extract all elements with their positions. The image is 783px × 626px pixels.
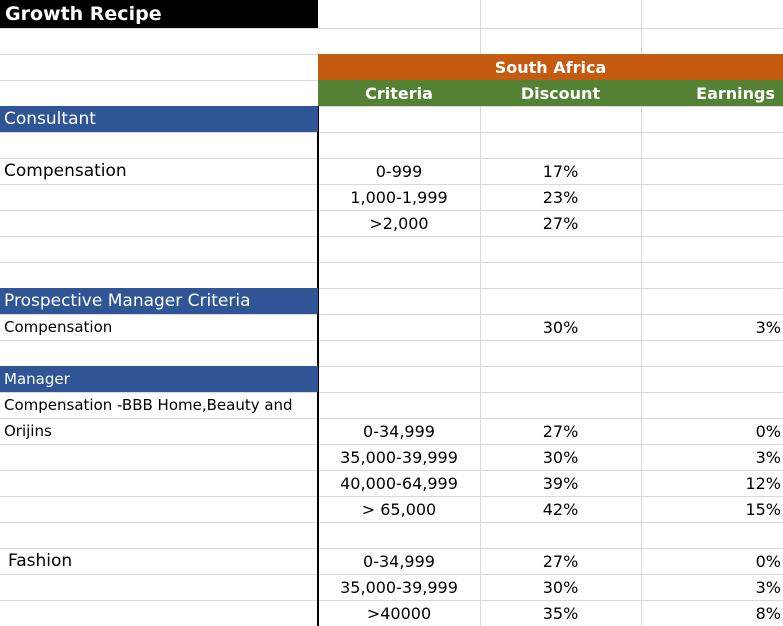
grid-row-line <box>0 106 783 107</box>
earnings-header[interactable]: Earnings <box>696 83 775 103</box>
grid-row-line <box>0 392 783 393</box>
manager-discount-4[interactable]: 42% <box>542 499 579 519</box>
fashion-criteria-1[interactable]: 0-34,999 <box>363 551 435 571</box>
manager-criteria-3[interactable]: 40,000-64,999 <box>340 473 458 493</box>
grid-row-line <box>0 288 783 289</box>
grid-row-line <box>0 28 783 29</box>
fashion-discount-2[interactable]: 30% <box>542 577 579 597</box>
grid-row-line <box>0 314 783 315</box>
fashion-criteria-2[interactable]: 35,000-39,999 <box>340 577 458 597</box>
fashion-earnings-1[interactable]: 0% <box>755 551 781 571</box>
manager-earnings-3[interactable]: 12% <box>745 473 781 493</box>
manager-discount-3[interactable]: 39% <box>542 473 579 493</box>
fashion-discount-3[interactable]: 35% <box>542 603 579 623</box>
grid-row-line <box>0 574 783 575</box>
grid-row-line <box>0 548 783 549</box>
grid-row-line <box>0 418 783 419</box>
fashion-earnings-3[interactable]: 8% <box>755 603 781 623</box>
manager-compensation-label-line2[interactable]: Orijins <box>4 422 52 440</box>
grid-row-line <box>0 444 783 445</box>
grid-row-line <box>0 496 783 497</box>
consultant-criteria-1[interactable]: 0-999 <box>375 161 423 181</box>
grid-row-line <box>0 132 783 133</box>
prospective-manager-compensation-label[interactable]: Compensation <box>4 318 113 336</box>
consultant-discount-2[interactable]: 23% <box>542 187 579 207</box>
consultant-discount-3[interactable]: 27% <box>542 213 579 233</box>
table-border <box>317 106 319 626</box>
column-header-row <box>318 80 783 106</box>
manager-earnings-4[interactable]: 15% <box>745 499 781 519</box>
discount-header[interactable]: Discount <box>520 83 601 103</box>
manager-compensation-label-line1[interactable]: Compensation -BBB Home,Beauty and <box>4 396 293 414</box>
manager-section-label[interactable]: Manager <box>0 366 318 392</box>
grid-row-line <box>0 600 783 601</box>
grid-row-line <box>0 340 783 341</box>
consultant-section-label[interactable]: Consultant <box>0 106 318 132</box>
manager-earnings-1[interactable]: 0% <box>755 421 781 441</box>
fashion-discount-1[interactable]: 27% <box>542 551 579 571</box>
manager-discount-2[interactable]: 30% <box>542 447 579 467</box>
manager-criteria-2[interactable]: 35,000-39,999 <box>340 447 458 467</box>
grid-col-line <box>641 0 642 626</box>
region-header[interactable]: South Africa <box>318 54 783 80</box>
consultant-criteria-2[interactable]: 1,000-1,999 <box>350 187 448 207</box>
consultant-criteria-3[interactable]: >2,000 <box>369 213 429 233</box>
grid-row-line <box>0 236 783 237</box>
grid-row-line <box>0 522 783 523</box>
grid-row-line <box>0 210 783 211</box>
grid-row-line <box>0 366 783 367</box>
sheet-title[interactable]: Growth Recipe <box>0 0 318 28</box>
grid-row-line <box>0 262 783 263</box>
manager-criteria-1[interactable]: 0-34,999 <box>363 421 435 441</box>
prospective-manager-discount[interactable]: 30% <box>542 317 579 337</box>
criteria-header[interactable]: Criteria <box>365 83 433 103</box>
manager-criteria-4[interactable]: > 65,000 <box>361 499 437 519</box>
grid-col-line <box>480 0 481 626</box>
fashion-earnings-2[interactable]: 3% <box>755 577 781 597</box>
grid-row-line <box>0 158 783 159</box>
prospective-manager-section-label[interactable]: Prospective Manager Criteria <box>0 288 318 314</box>
prospective-manager-earnings[interactable]: 3% <box>755 317 781 337</box>
fashion-criteria-3[interactable]: >40000 <box>366 603 432 623</box>
manager-discount-1[interactable]: 27% <box>542 421 579 441</box>
grid-row-line <box>0 184 783 185</box>
grid-row-line <box>0 470 783 471</box>
fashion-label[interactable]: Fashion <box>8 551 73 571</box>
consultant-discount-1[interactable]: 17% <box>542 161 579 181</box>
consultant-compensation-label[interactable]: Compensation <box>4 161 127 181</box>
manager-earnings-2[interactable]: 3% <box>755 447 781 467</box>
